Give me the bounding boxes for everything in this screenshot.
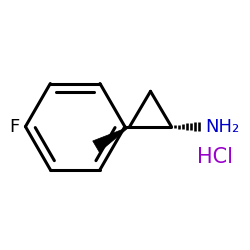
Text: F: F [10,118,20,136]
Text: HCl: HCl [197,147,233,167]
Text: NH₂: NH₂ [205,118,239,136]
Polygon shape [93,126,130,152]
